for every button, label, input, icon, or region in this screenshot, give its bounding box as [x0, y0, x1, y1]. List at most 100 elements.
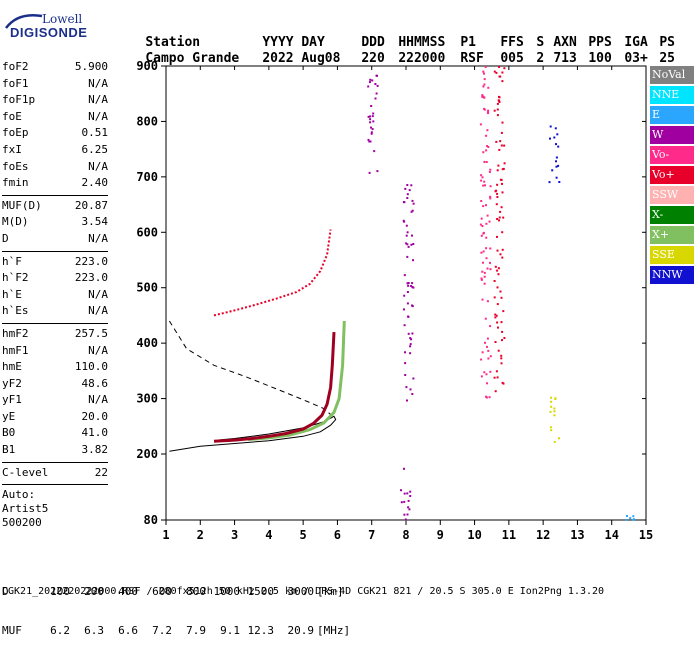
echo-point — [371, 128, 374, 131]
echo-point — [367, 138, 370, 141]
echo-point — [483, 282, 486, 285]
echo-point — [370, 126, 372, 129]
echo-point — [501, 191, 504, 194]
param-row: M(D) 3.54 — [2, 215, 108, 232]
echo-point — [550, 400, 553, 403]
param-value: 20.87 — [74, 198, 108, 212]
echo-point — [369, 81, 371, 84]
echo-point — [503, 144, 506, 147]
echo-point — [496, 269, 499, 272]
param-name: h`Es — [2, 304, 29, 318]
echo-point — [498, 101, 501, 103]
autoscaling-text: Auto: — [2, 488, 36, 502]
echo-point — [485, 134, 488, 137]
echo-point — [405, 386, 408, 389]
echo-point — [482, 205, 485, 208]
echo-point — [481, 351, 484, 354]
param-name: fxI — [2, 142, 22, 156]
echo-point — [407, 332, 410, 335]
echo-point — [409, 388, 412, 391]
echo-point — [499, 210, 502, 213]
param-value: 2.40 — [81, 176, 109, 190]
echo-point — [501, 330, 504, 333]
echo-point — [406, 231, 409, 234]
echo-point — [489, 168, 492, 171]
echo-point — [410, 184, 413, 187]
legend: NoVal NNE E W Vo- Vo+ SSW X- X+ SSE NNW — [650, 66, 694, 286]
echo-point — [489, 197, 492, 200]
legend-item: NNE — [650, 86, 694, 104]
param-name: h`E — [2, 287, 22, 301]
echo-point — [489, 370, 492, 373]
x-tick-label: 1 — [162, 528, 169, 542]
echo-point — [493, 296, 496, 299]
muf-value: 7.9 — [186, 624, 206, 637]
legend-item: Vo+ — [650, 166, 694, 184]
echo-point — [483, 160, 486, 163]
param-row: yF1 N/A — [2, 393, 108, 410]
echo-point — [503, 67, 506, 70]
echo-point — [499, 75, 502, 78]
echo-point — [483, 180, 486, 183]
unit-label: [MHz] — [317, 624, 351, 637]
echo-point — [489, 195, 492, 198]
echo-point — [411, 332, 414, 335]
echo-point — [410, 285, 413, 287]
echo-point — [406, 492, 409, 495]
param-value: 3.82 — [81, 443, 109, 457]
echo-point — [500, 178, 503, 181]
o-mode-trace — [213, 332, 336, 443]
echo-point — [625, 518, 628, 521]
echo-point — [496, 235, 498, 238]
param-value: 6.25 — [81, 142, 109, 156]
hdr-label: S — [536, 35, 545, 50]
echo-point — [481, 225, 484, 227]
echo-point — [486, 111, 489, 114]
echo-point — [553, 440, 556, 443]
x-tick-label: 10 — [467, 528, 481, 542]
echo-point — [489, 268, 492, 271]
echo-point — [502, 216, 505, 219]
distance-value: 400 — [118, 585, 138, 598]
echo-point — [409, 490, 412, 493]
echo-point — [372, 120, 375, 123]
echo-point — [407, 499, 410, 502]
echo-point — [412, 259, 414, 262]
param-value: N/A — [88, 343, 108, 357]
echo-point — [411, 305, 414, 308]
hdr-label: HHMMSS — [398, 35, 446, 50]
param-value: 223.0 — [74, 271, 108, 285]
param-value: N/A — [88, 231, 108, 245]
echo-point — [500, 362, 503, 365]
echo-point — [485, 236, 488, 239]
echo-point — [482, 85, 485, 88]
echo-point — [480, 278, 483, 281]
muf-value: 6.3 — [84, 624, 104, 637]
param-value: 41.0 — [81, 426, 109, 440]
echo-point — [412, 286, 415, 289]
distance-muf-table: D 100 200 400 600 800 1000 1500 3000 [km] MUF 6.2 6… — [2, 559, 350, 650]
distance-value: 3000 — [287, 585, 315, 598]
echo-point — [368, 140, 371, 143]
echo-point — [489, 355, 492, 358]
echo-point — [496, 321, 499, 324]
echo-point — [406, 513, 409, 516]
echo-point — [404, 374, 407, 376]
footer-info: CGK21_2022220222000.RSF / 280fx512h 50 k… — [2, 586, 605, 597]
distance-value: 1000 — [213, 585, 241, 598]
echo-point — [500, 131, 503, 134]
echo-point — [553, 414, 556, 417]
x-tick-label: 4 — [265, 528, 272, 542]
echo-point — [485, 222, 488, 225]
echo-point — [503, 162, 506, 165]
muf-value: 9.1 — [220, 624, 240, 637]
echo-point — [404, 187, 407, 190]
multihop-trace — [213, 229, 332, 317]
param-separator — [2, 322, 108, 324]
muf-value: 6.2 — [50, 624, 70, 637]
echo-point — [406, 255, 409, 258]
echo-point — [496, 218, 499, 220]
echo-point — [403, 201, 406, 204]
param-name: B1 — [2, 443, 16, 457]
echo-point — [489, 325, 492, 328]
